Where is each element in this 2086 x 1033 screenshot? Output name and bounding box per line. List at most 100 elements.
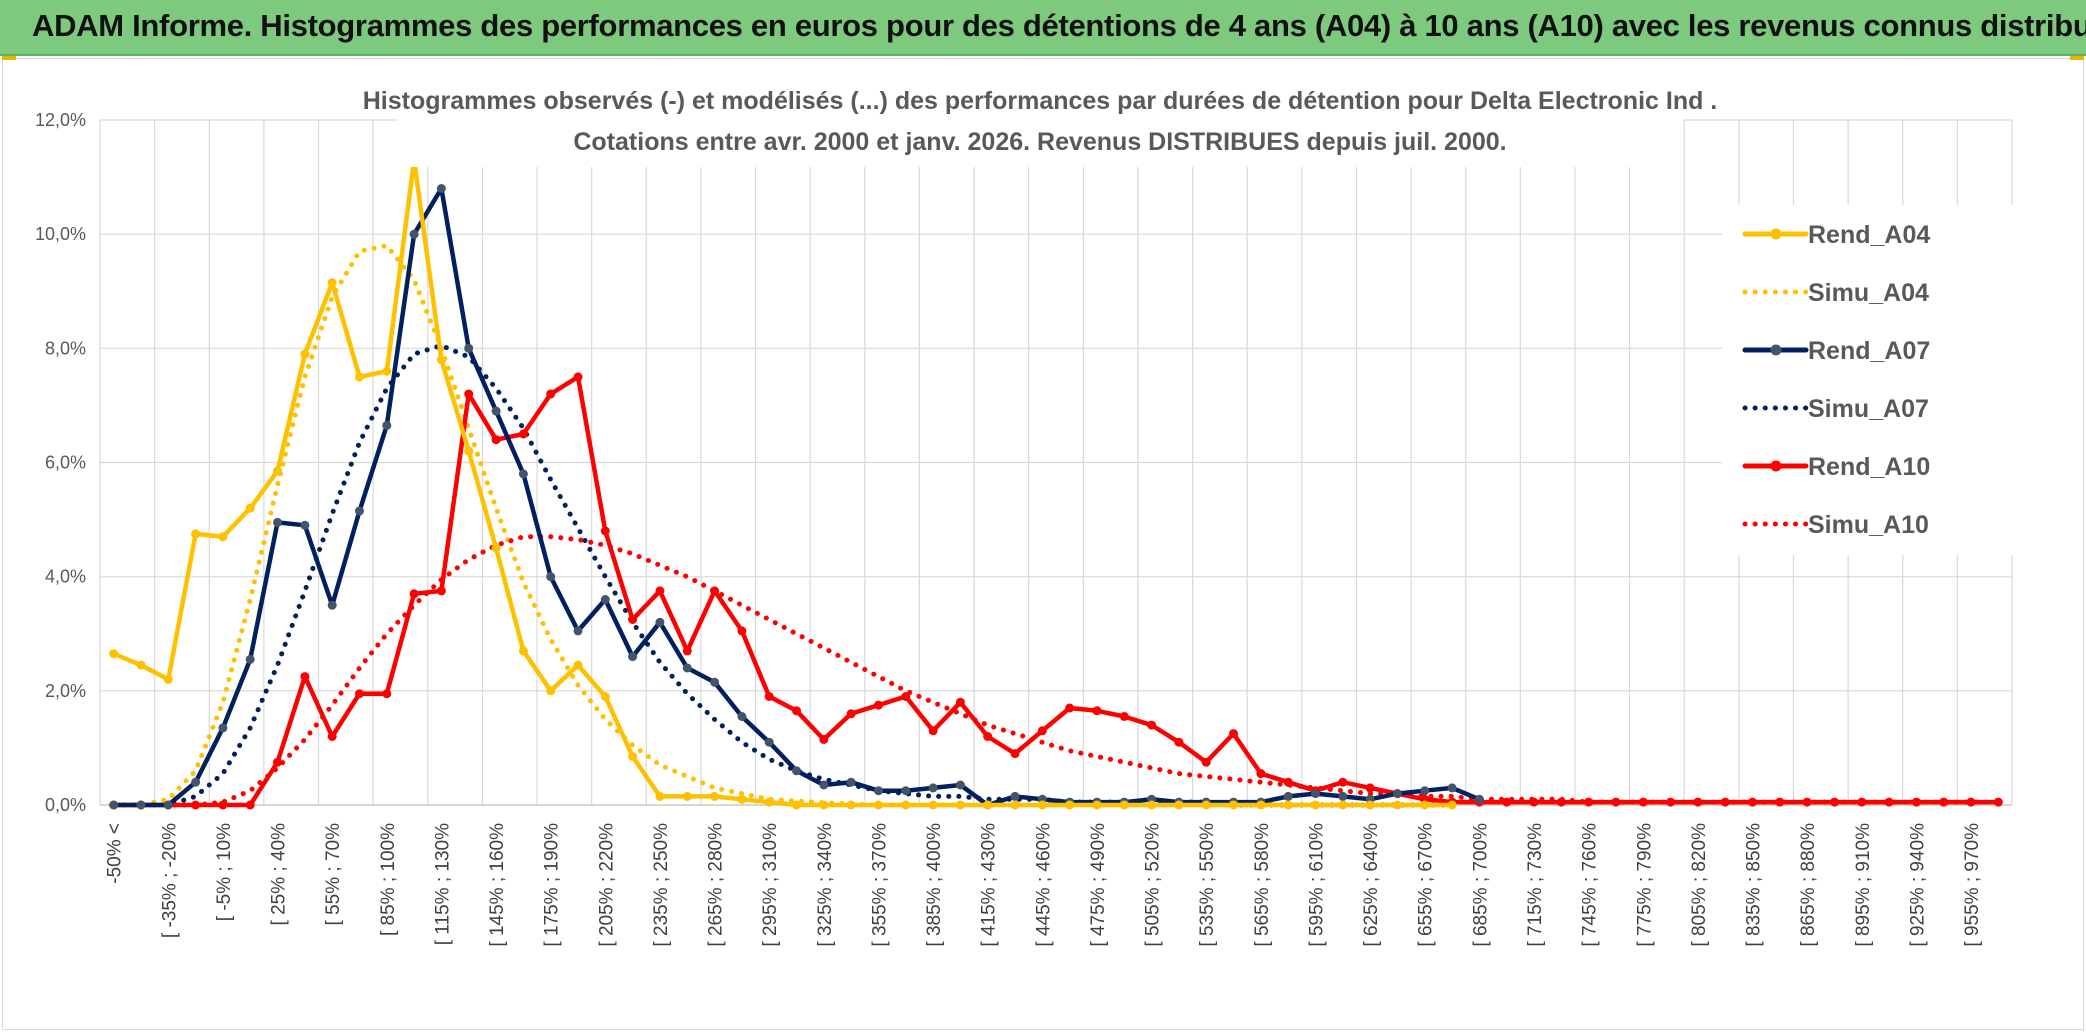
series-lines (109, 155, 2003, 810)
data-point-rend-a10 (1693, 797, 1703, 807)
data-point-rend-a07 (682, 663, 692, 673)
data-point-rend-a04 (955, 800, 965, 810)
data-point-rend-a07 (764, 737, 774, 747)
data-point-rend-a07 (819, 780, 829, 790)
data-point-rend-a07 (273, 517, 282, 527)
x-tick-label: [ 205% ; 220% (596, 823, 617, 947)
data-point-rend-a04 (518, 646, 528, 656)
data-point-rend-a07 (710, 677, 720, 687)
data-point-rend-a10 (737, 626, 747, 636)
data-point-rend-a07 (874, 786, 883, 796)
data-point-rend-a07 (491, 406, 501, 416)
data-point-rend-a10 (1174, 737, 1184, 747)
data-point-rend-a07 (382, 420, 392, 430)
x-tick-label: [ 625% ; 640% (1361, 823, 1382, 947)
legend-label-simu-a07: Simu_A07 (1808, 395, 1929, 423)
data-point-rend-a10 (245, 800, 255, 810)
data-point-rend-a04 (573, 660, 583, 670)
data-point-rend-a07 (1283, 791, 1293, 801)
data-point-rend-a04 (764, 797, 774, 807)
x-tick-label: [ 85% ; 100% (378, 823, 399, 936)
data-point-rend-a10 (792, 706, 801, 716)
x-tick-label: [ 175% ; 190% (542, 823, 563, 947)
legend-label-simu-a10: Simu_A10 (1808, 511, 1929, 539)
data-point-rend-a10 (600, 526, 610, 536)
data-point-rend-a07 (628, 652, 638, 662)
data-point-rend-a10 (928, 726, 938, 736)
data-point-rend-a04 (109, 649, 119, 659)
x-tick-label: [ 475% ; 490% (1088, 823, 1109, 947)
data-point-rend-a07 (1392, 789, 1402, 799)
data-point-rend-a10 (1201, 757, 1211, 767)
chart-title-line2: Cotations entre avr. 2000 et janv. 2026.… (573, 128, 1506, 156)
data-point-rend-a07 (1447, 783, 1457, 793)
data-point-rend-a07 (600, 595, 610, 604)
data-point-rend-a10 (655, 586, 665, 596)
data-point-rend-a07 (518, 469, 528, 479)
data-point-rend-a10 (1584, 797, 1594, 807)
data-point-rend-a07 (464, 343, 474, 353)
x-tick-label: [ 955% ; 970% (1962, 823, 1983, 947)
data-point-rend-a04 (382, 366, 392, 376)
data-point-rend-a04 (1119, 800, 1129, 810)
data-point-rend-a10 (1229, 729, 1238, 739)
data-point-rend-a10 (1092, 706, 1102, 716)
data-point-rend-a10 (1748, 797, 1757, 807)
data-point-rend-a04 (600, 692, 610, 701)
legend-label-rend-a04: Rend_A04 (1808, 221, 1930, 249)
data-point-rend-a10 (273, 757, 282, 767)
frame-corner-marker (2, 56, 16, 60)
data-point-rend-a04 (1147, 800, 1157, 810)
data-point-rend-a10 (1857, 797, 1867, 807)
x-tick-label: [ 295% ; 310% (760, 823, 781, 947)
data-point-rend-a10 (1911, 797, 1921, 807)
data-point-rend-a04 (928, 800, 938, 810)
y-tick-label: 12,0% (35, 110, 86, 130)
series-line-rend-a04 (111, 157, 1455, 808)
data-point-rend-a10 (819, 734, 829, 744)
y-axis: 0,0% 2,0% 4,0% 6,0% 8,0% 10,0% 12,0% (35, 110, 86, 815)
data-point-rend-a10 (573, 372, 583, 382)
y-tick-label: 4,0% (45, 567, 86, 587)
data-point-rend-a10 (518, 429, 528, 439)
data-point-rend-a10 (1802, 797, 1812, 807)
x-tick-label: [ 115% ; 130% (432, 823, 453, 945)
x-tick-label: [ 445% ; 460% (1033, 823, 1054, 947)
data-point-rend-a10 (409, 589, 419, 599)
x-tick-label: [ 235% ; 250% (651, 823, 672, 947)
data-point-rend-a07 (1338, 791, 1348, 801)
legend: Rend_A04 Simu_A04 Rend_A07 Simu_A07 Rend_A10… (1722, 205, 2017, 555)
data-point-rend-a10 (1611, 797, 1621, 807)
data-point-rend-a10 (1720, 797, 1730, 807)
data-point-rend-a04 (1283, 800, 1293, 810)
data-point-rend-a04 (1201, 800, 1211, 810)
data-point-rend-a07 (136, 800, 146, 810)
data-point-rend-a07 (109, 800, 119, 810)
chart-frame (2, 58, 2084, 1030)
data-point-rend-a07 (846, 777, 856, 787)
report-banner: ADAM Informe. Histogrammes des performan… (0, 0, 2086, 56)
data-point-rend-a04 (1229, 800, 1238, 810)
data-point-rend-a04 (1065, 800, 1075, 810)
chart-title-background (398, 81, 1683, 167)
data-point-rend-a10 (300, 672, 310, 682)
data-point-rend-a04 (846, 800, 856, 810)
data-point-rend-a10 (327, 732, 337, 741)
data-point-rend-a04 (1010, 800, 1020, 810)
data-point-rend-a04 (245, 503, 255, 513)
chart-title-line1: Histogrammes observés (-) et modélisés (… (363, 87, 1718, 115)
data-point-rend-a10 (1010, 749, 1020, 759)
data-point-rend-a04 (1365, 800, 1375, 810)
data-point-rend-a10 (355, 689, 364, 699)
y-tick-label: 8,0% (45, 338, 86, 358)
data-point-rend-a10 (1884, 797, 1894, 807)
data-point-rend-a04 (682, 791, 692, 801)
data-point-rend-a10 (436, 586, 446, 596)
data-point-rend-a10 (874, 700, 883, 710)
data-point-rend-a04 (546, 686, 556, 696)
x-tick-label: [ 385% ; 400% (924, 823, 945, 947)
x-tick-label: [ 925% ; 940% (1907, 823, 1928, 947)
data-point-rend-a04 (436, 355, 446, 365)
data-point-rend-a10 (546, 389, 556, 399)
data-point-rend-a10 (1037, 726, 1047, 736)
